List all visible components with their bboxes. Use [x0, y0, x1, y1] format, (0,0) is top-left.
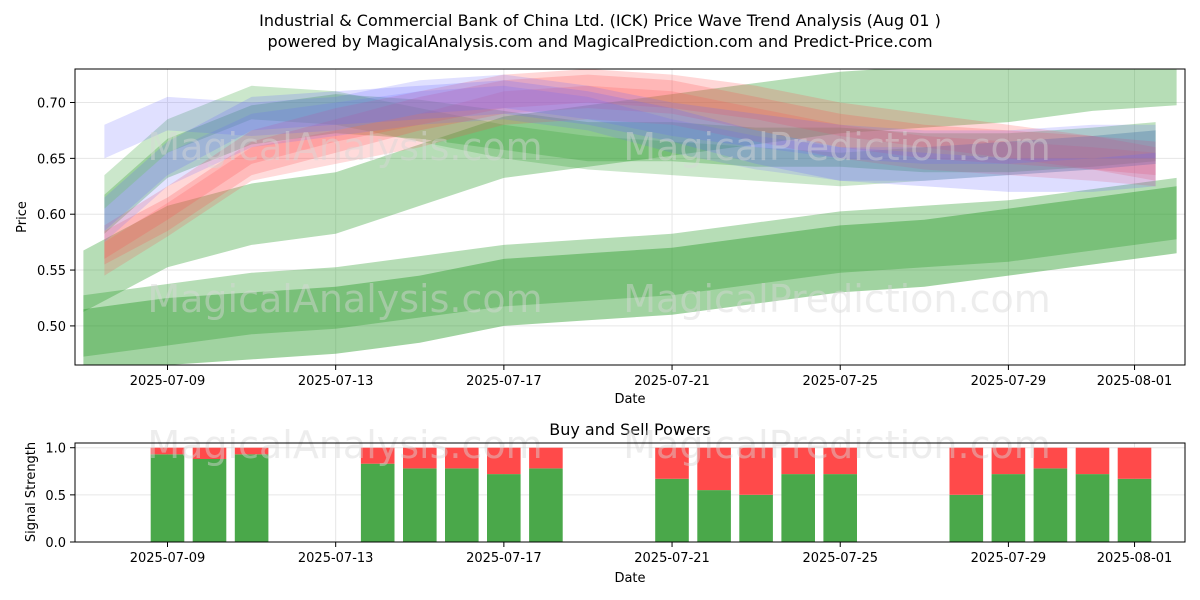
sell-bar	[655, 447, 689, 479]
price-band-blue	[104, 74, 1156, 164]
buy-bar	[949, 494, 984, 542]
watermark-prediction-bottom: MagicalPrediction.com	[623, 423, 1051, 467]
buy-bar	[403, 468, 437, 542]
buy-bar	[991, 474, 1026, 542]
buy-sell-y-tick-label: 0.0	[45, 536, 66, 551]
sell-bar	[1117, 447, 1152, 479]
buy-bar	[150, 454, 185, 542]
chart-title-line1: Industrial & Commercial Bank of China Lt…	[259, 11, 941, 30]
buy-bar	[487, 474, 521, 542]
buy-sell-x-ticks: 2025-07-09 2025-07-13 2025-07-17 2025-07-21…	[130, 542, 1173, 566]
buy-sell-x-tick-label: 2025-08-01	[1097, 551, 1173, 566]
price-band-green	[83, 177, 1177, 357]
sell-bar	[823, 447, 857, 475]
watermark-prediction-top: MagicalPrediction.com	[623, 125, 1051, 169]
price-band-blue	[104, 85, 1156, 243]
watermark-prediction-mid: MagicalPrediction.com	[623, 277, 1051, 321]
buy-bar	[192, 459, 227, 542]
buy-sell-x-tick-label: 2025-07-21	[634, 551, 710, 566]
price-x-tick-label: 2025-07-13	[298, 374, 374, 389]
buy-sell-chart: Buy and Sell Powers MagicalAnalysis.com …	[24, 420, 1186, 586]
price-x-axis-label: Date	[614, 392, 645, 407]
buy-bar	[529, 468, 563, 542]
sell-bar	[529, 447, 563, 469]
buy-sell-bars	[150, 447, 1152, 542]
buy-sell-title: Buy and Sell Powers	[549, 420, 711, 439]
sell-bar	[739, 447, 773, 495]
buy-bar	[823, 474, 857, 542]
price-x-ticks: 2025-07-09 2025-07-13 2025-07-17 2025-07-21…	[130, 365, 1173, 389]
price-y-tick-label: 0.65	[37, 152, 66, 167]
sell-bar	[192, 447, 227, 459]
buy-bar	[1033, 468, 1068, 542]
buy-bar	[234, 454, 269, 542]
price-plot-background	[75, 69, 1185, 365]
price-y-tick-label: 0.70	[37, 97, 66, 112]
sell-bar	[949, 447, 984, 495]
sell-bar	[403, 447, 437, 469]
watermark-analysis-top: MagicalAnalysis.com	[147, 125, 542, 169]
price-y-tick-label: 0.50	[37, 320, 66, 335]
sell-bar	[781, 447, 815, 475]
sell-bar	[487, 447, 521, 475]
sell-bar	[697, 447, 731, 491]
buy-sell-x-tick-label: 2025-07-09	[130, 551, 206, 566]
price-band-green	[104, 94, 1156, 234]
sell-bar	[360, 447, 395, 464]
buy-sell-y-tick-label: 0.5	[45, 489, 66, 504]
price-band-red	[104, 74, 1156, 265]
price-y-axis-label: Price	[15, 201, 30, 233]
sell-bar	[445, 447, 479, 469]
sell-bar	[1075, 447, 1110, 475]
price-x-tick-label: 2025-07-21	[634, 374, 710, 389]
price-band-red	[104, 69, 1156, 259]
buy-sell-x-axis-label: Date	[614, 571, 645, 586]
buy-bar	[697, 490, 731, 542]
buy-bar	[781, 474, 815, 542]
sell-bar	[234, 447, 269, 455]
sell-bar	[150, 447, 185, 455]
buy-sell-x-tick-label: 2025-07-13	[298, 551, 374, 566]
price-bands	[83, 69, 1177, 365]
sell-bar	[1033, 447, 1068, 469]
buy-bar	[360, 463, 395, 542]
buy-bar	[445, 468, 479, 542]
price-band-green	[83, 186, 1177, 365]
price-chart: MagicalAnalysis.com MagicalPrediction.co…	[15, 68, 1186, 407]
price-band-green	[104, 85, 1156, 209]
price-grid	[75, 69, 1185, 365]
price-y-tick-label: 0.60	[37, 208, 66, 223]
buy-sell-plot-frame	[74, 442, 1186, 543]
price-band-green	[83, 69, 1177, 312]
price-x-tick-label: 2025-07-25	[802, 374, 878, 389]
price-x-tick-label: 2025-07-09	[130, 374, 206, 389]
price-y-tick-label: 0.55	[37, 264, 66, 279]
watermark-analysis-mid: MagicalAnalysis.com	[147, 277, 542, 321]
buy-bar	[1117, 478, 1152, 542]
buy-bar	[655, 478, 689, 542]
price-band-blue	[104, 80, 1156, 231]
price-band-red	[104, 85, 1156, 276]
buy-bar	[739, 494, 773, 542]
price-y-ticks: 0.50 0.55 0.60 0.65 0.70	[37, 97, 75, 335]
buy-bar	[1075, 474, 1110, 542]
price-x-tick-label: 2025-07-17	[466, 374, 542, 389]
buy-sell-y-axis-label: Signal Strength	[24, 442, 39, 542]
buy-sell-y-tick-label: 1.0	[45, 442, 66, 457]
watermark-analysis-bottom: MagicalAnalysis.com	[147, 423, 542, 467]
buy-sell-x-tick-label: 2025-07-25	[802, 551, 878, 566]
chart-title-line2: powered by MagicalAnalysis.com and Magic…	[267, 32, 932, 51]
price-plot-frame	[74, 68, 1186, 366]
buy-sell-x-tick-label: 2025-07-17	[466, 551, 542, 566]
sell-bar	[991, 447, 1026, 475]
buy-sell-y-ticks: 0.0 0.5 1.0	[45, 442, 75, 551]
price-x-tick-label: 2025-08-01	[1097, 374, 1173, 389]
price-x-tick-label: 2025-07-29	[971, 374, 1047, 389]
buy-sell-x-tick-label: 2025-07-29	[971, 551, 1047, 566]
